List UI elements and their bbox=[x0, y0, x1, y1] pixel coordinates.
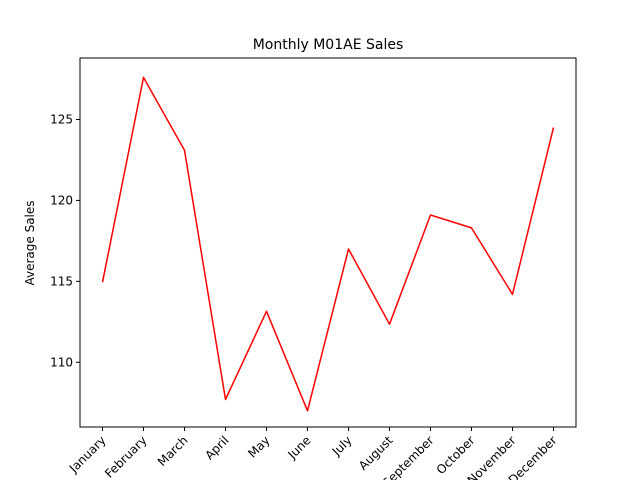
series-line bbox=[101, 76, 555, 412]
series-layer bbox=[101, 76, 555, 412]
y-tick-label: 110 bbox=[50, 355, 73, 369]
y-tick-label: 125 bbox=[50, 113, 73, 127]
plot-area bbox=[79, 57, 577, 428]
y-axis: 110 115 120 125 bbox=[50, 113, 80, 369]
chart-title: Monthly M01AE Sales bbox=[253, 37, 404, 53]
y-tick-label: 120 bbox=[50, 193, 73, 207]
plot-frame bbox=[79, 57, 577, 428]
y-tick-label: 115 bbox=[50, 274, 73, 288]
y-axis-title: Average Sales bbox=[23, 200, 37, 285]
